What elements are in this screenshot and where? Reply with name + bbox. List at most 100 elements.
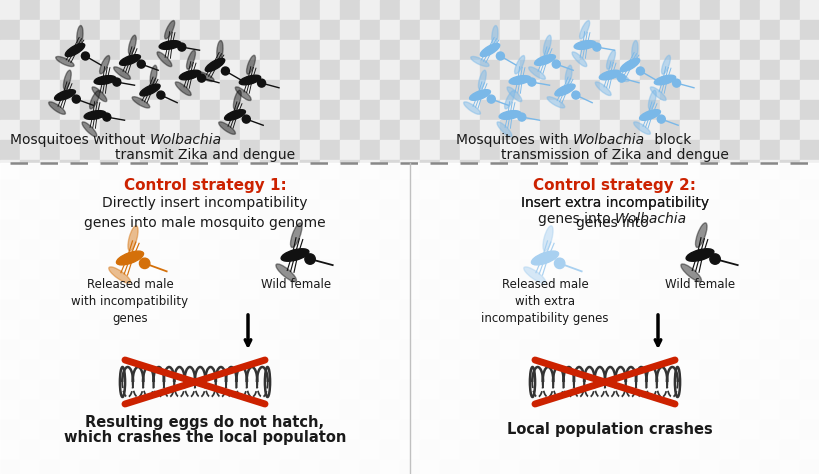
Bar [400,220,419,240]
Bar [500,280,519,300]
Bar [180,300,200,320]
Bar [80,440,100,460]
Bar [759,400,779,420]
Ellipse shape [82,122,97,137]
Bar [779,460,799,474]
Bar [579,20,600,40]
Bar [0,120,20,140]
Bar [699,160,719,180]
Bar [479,280,500,300]
Bar [180,240,200,260]
Bar [519,360,540,380]
Bar [779,220,799,240]
Bar [779,300,799,320]
Bar [0,280,20,300]
Bar [699,220,719,240]
Bar [419,240,440,260]
Bar [600,360,619,380]
Ellipse shape [579,20,589,39]
Bar [260,240,279,260]
Bar [799,80,819,100]
Bar [559,160,579,180]
Bar [140,180,160,200]
Bar [0,420,20,440]
Bar [60,400,80,420]
Bar [659,240,679,260]
Bar [379,240,400,260]
Bar [759,240,779,260]
Bar [100,20,120,40]
Bar [739,160,759,180]
Bar [240,200,260,220]
Bar [440,140,459,160]
Bar [579,440,600,460]
Bar [340,460,360,474]
Bar [20,160,40,180]
Bar [180,400,200,420]
Bar [120,60,140,80]
Bar [180,440,200,460]
Bar [679,80,699,100]
Bar [479,0,500,20]
Bar [180,380,200,400]
Bar [719,160,739,180]
Bar [140,40,160,60]
Bar [279,120,300,140]
Bar [80,300,100,320]
Bar [579,260,600,280]
Bar [759,40,779,60]
Bar [400,260,419,280]
Bar [319,420,340,440]
Bar [559,120,579,140]
Bar [379,360,400,380]
Bar [279,360,300,380]
Bar [779,420,799,440]
Bar [300,460,319,474]
Bar [379,300,400,320]
Ellipse shape [114,67,130,79]
Bar [600,320,619,340]
Bar [459,260,479,280]
Bar [60,460,80,474]
Bar [619,220,639,240]
Bar [559,200,579,220]
Bar [40,240,60,260]
Bar [619,260,639,280]
Bar [20,460,40,474]
Bar [40,100,60,120]
Ellipse shape [686,249,713,261]
Bar [639,0,659,20]
Bar [600,200,619,220]
Bar [540,260,559,280]
Ellipse shape [499,110,520,119]
Bar [100,300,120,320]
Bar [200,60,219,80]
Bar [40,440,60,460]
Bar [500,80,519,100]
Text: transmit Zika and dengue: transmit Zika and dengue [115,148,295,162]
Bar [540,120,559,140]
Bar [340,120,360,140]
Bar [340,80,360,100]
Bar [0,220,20,240]
Circle shape [137,60,145,68]
Bar [559,420,579,440]
Bar [739,320,759,340]
Bar [600,440,619,460]
Bar [80,180,100,200]
Bar [579,200,600,220]
Bar [579,60,600,80]
Bar [120,220,140,240]
Ellipse shape [546,97,564,108]
Bar [759,60,779,80]
Bar [419,440,440,460]
Bar [479,340,500,360]
Bar [180,0,200,20]
Bar [639,420,659,440]
Bar [699,240,719,260]
Bar [659,20,679,40]
Bar [559,320,579,340]
Text: Wild female: Wild female [664,278,734,291]
Ellipse shape [175,82,191,96]
Bar [300,320,319,340]
